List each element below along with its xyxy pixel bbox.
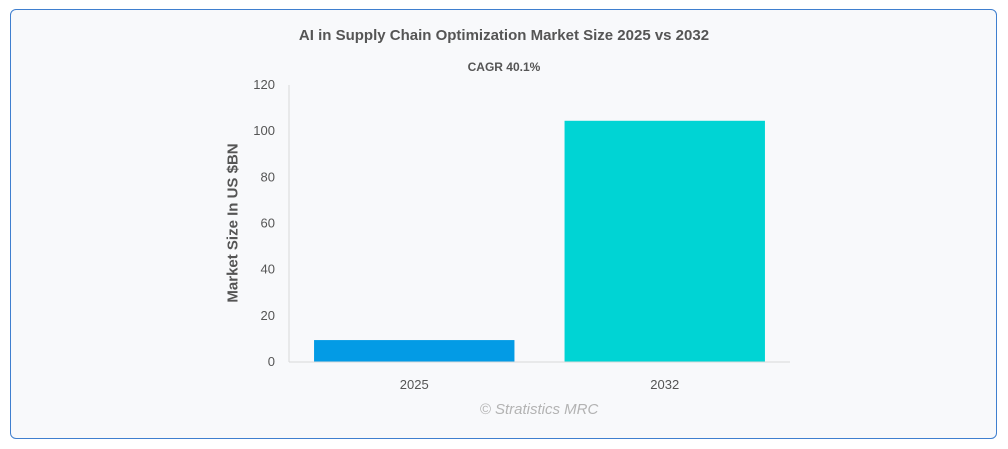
y-tick-label: 100 xyxy=(253,123,275,138)
y-axis-ticks: 0 20 40 60 80 100 120 xyxy=(253,77,275,369)
y-tick-label: 120 xyxy=(253,77,275,92)
bars xyxy=(314,120,765,362)
watermark: © Stratistics MRC xyxy=(479,401,599,418)
y-tick-label: 80 xyxy=(261,169,275,184)
y-tick-label: 20 xyxy=(261,308,275,323)
y-tick-label: 60 xyxy=(261,216,275,231)
x-tick-label: 2025 xyxy=(400,377,429,392)
bar-2025 xyxy=(314,340,515,362)
chart-title: AI in Supply Chain Optimization Market S… xyxy=(298,27,710,44)
chart-subtitle: CAGR 40.1% xyxy=(467,60,541,74)
y-tick-label: 40 xyxy=(261,262,275,277)
x-axis-ticks: 2025 2032 xyxy=(400,377,679,392)
bar-2032 xyxy=(564,120,765,362)
y-tick-label: 0 xyxy=(268,354,275,369)
x-tick-label: 2032 xyxy=(650,377,679,392)
chart-card xyxy=(10,9,997,439)
